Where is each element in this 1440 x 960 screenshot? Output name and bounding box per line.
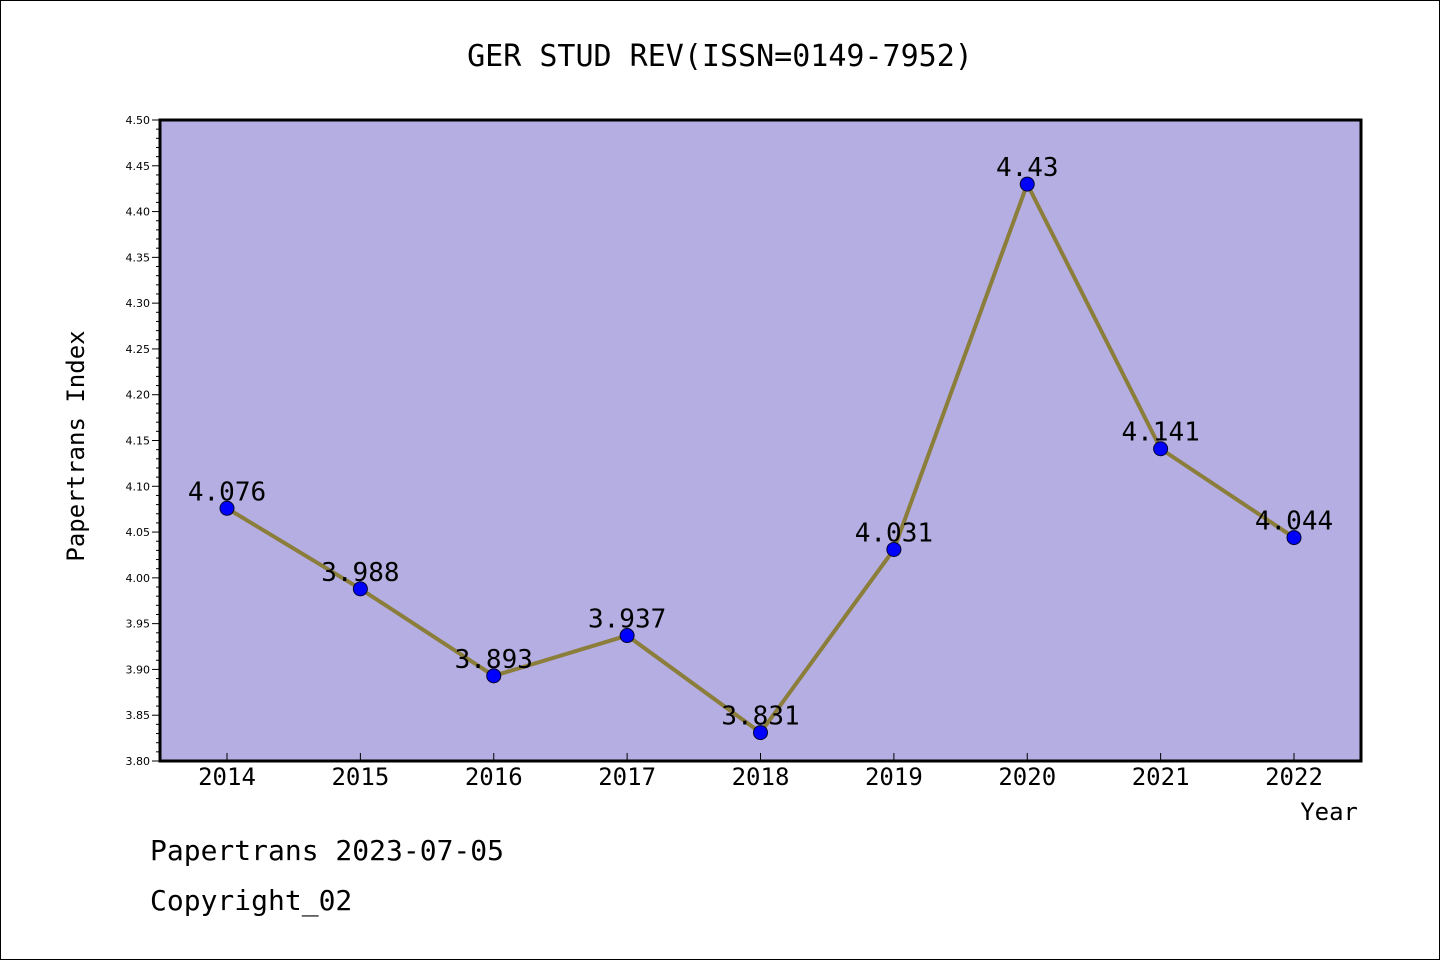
data-label: 4.141 xyxy=(1121,418,1199,448)
data-label: 4.076 xyxy=(188,477,266,507)
footer-date-text: Papertrans 2023-07-05 xyxy=(150,834,505,867)
y-tick-label: 4.50 xyxy=(126,114,151,127)
y-tick-label: 4.05 xyxy=(126,526,151,539)
x-tick-label: 2018 xyxy=(732,763,790,791)
data-label: 4.044 xyxy=(1255,507,1333,537)
data-label: 3.988 xyxy=(321,558,399,588)
x-tick-label: 2016 xyxy=(465,763,523,791)
y-tick-label: 4.10 xyxy=(126,480,151,493)
data-point xyxy=(886,541,902,557)
data-point xyxy=(1153,441,1169,457)
data-label: 3.893 xyxy=(455,645,533,675)
data-point xyxy=(619,628,635,644)
y-axis-label: Papertrans Index xyxy=(62,330,90,561)
plot-area xyxy=(158,118,1363,763)
y-tick-label: 4.45 xyxy=(126,160,151,173)
x-tick-label: 2021 xyxy=(1132,763,1190,791)
data-point xyxy=(1286,530,1302,546)
data-point xyxy=(219,500,235,516)
y-tick-label: 3.85 xyxy=(126,709,151,722)
y-tick-label: 3.95 xyxy=(126,618,151,631)
data-label: 3.937 xyxy=(588,605,666,635)
data-label: 3.831 xyxy=(721,702,799,732)
x-tick-label: 2017 xyxy=(598,763,656,791)
x-tick-label: 2014 xyxy=(198,763,256,791)
y-tick-label: 4.40 xyxy=(126,206,151,219)
y-tick-label: 4.30 xyxy=(126,297,151,310)
data-label: 4.43 xyxy=(996,153,1059,183)
x-tick-label: 2020 xyxy=(998,763,1056,791)
data-point xyxy=(753,725,768,741)
data-point xyxy=(1019,176,1035,192)
y-axis: 3.80 3.85 3.90 3.95 4.00 4.05 4.10 4.15 4.20 4.25… xyxy=(126,114,160,768)
y-tick-label: 4.35 xyxy=(126,251,151,264)
x-tick-label: 2015 xyxy=(331,763,389,791)
x-tick-label: 2022 xyxy=(1265,763,1323,791)
data-point xyxy=(352,581,368,597)
x-axis-label: Year xyxy=(1300,798,1358,826)
y-tick-label: 3.90 xyxy=(126,663,151,676)
y-tick-label: 4.15 xyxy=(126,435,151,448)
footer-copyright-text: Copyright_02 xyxy=(150,884,353,917)
y-tick-label: 4.00 xyxy=(126,572,151,585)
series: 4.076 3.988 3.893 3.937 3.831 4.031 4.43 4.141 4… xyxy=(188,153,1333,741)
data-point xyxy=(486,668,502,684)
data-label: 4.031 xyxy=(855,518,933,548)
x-tick-label: 2019 xyxy=(865,763,923,791)
y-tick-label: 4.25 xyxy=(126,343,151,356)
y-tick-label: 3.80 xyxy=(126,755,151,768)
y-tick-label: 4.20 xyxy=(126,389,151,402)
x-axis: 2014 2015 2016 2017 2018 2019 2020 2021 2022 xyxy=(198,753,1323,791)
chart-title: GER STUD REV(ISSN=0149-7952) xyxy=(467,39,973,74)
